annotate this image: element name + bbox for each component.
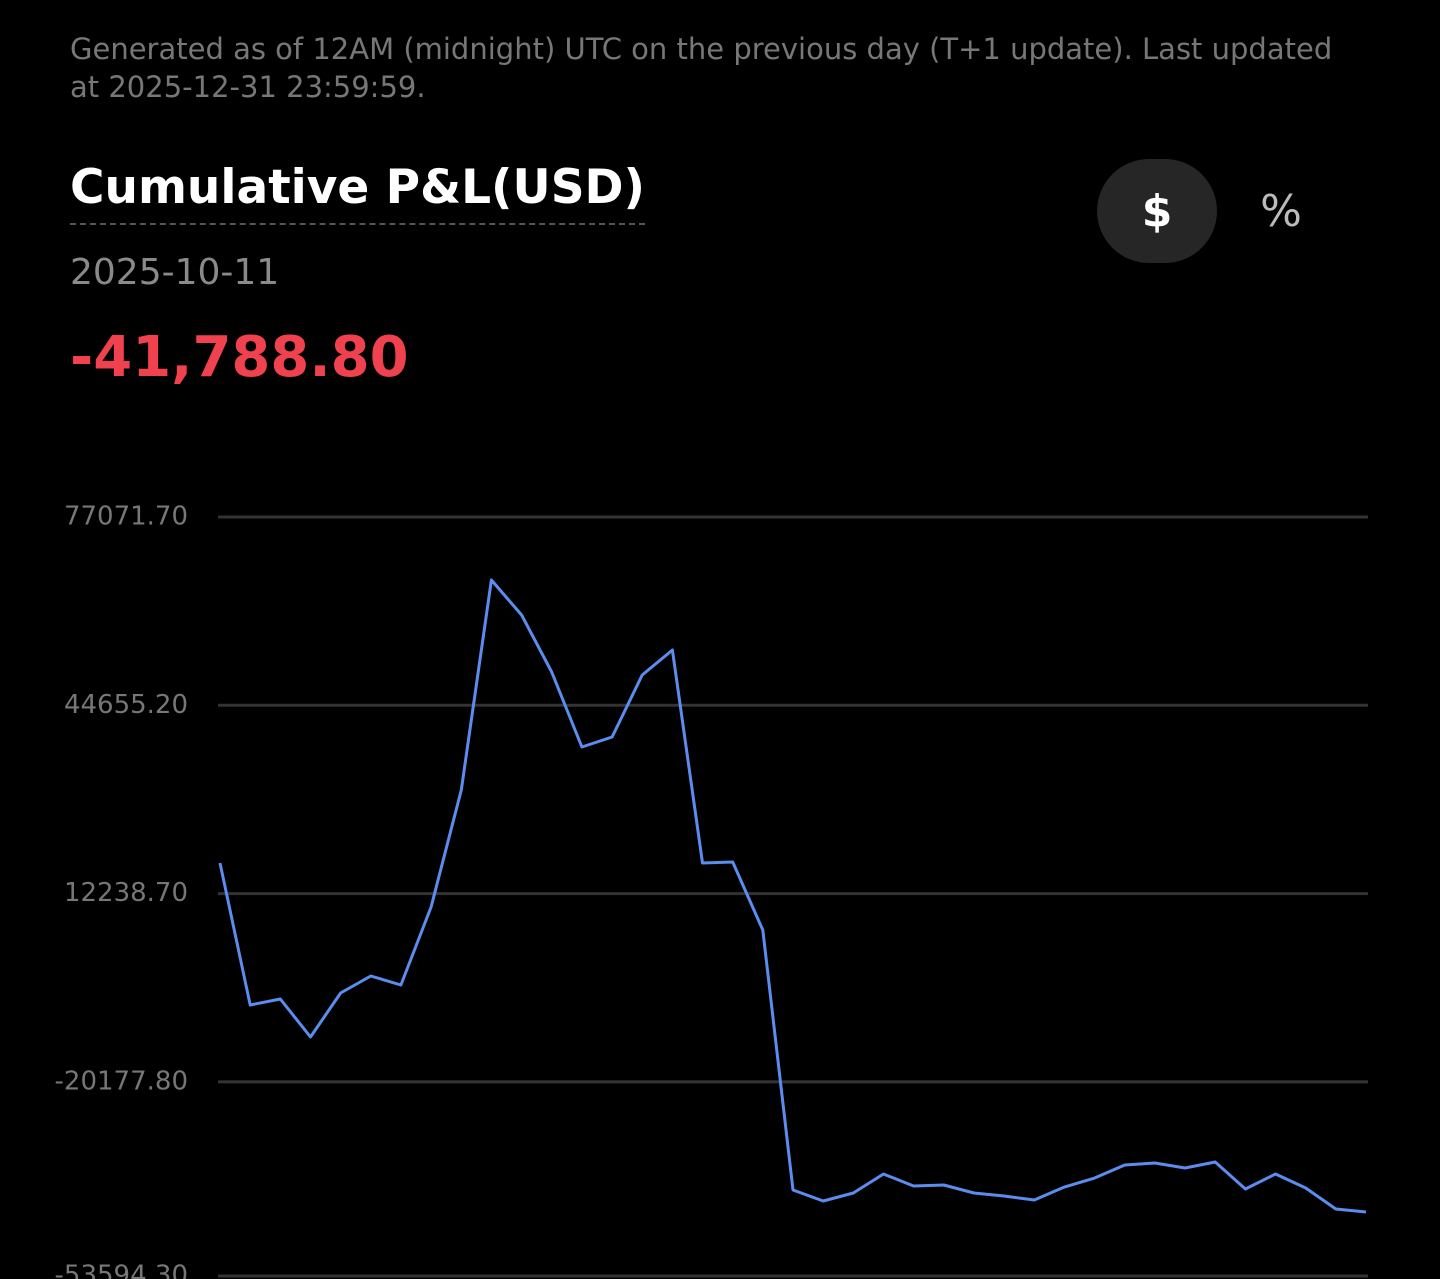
pnl-line: [218, 578, 1367, 1214]
update-note: Generated as of 12AM (midnight) UTC on t…: [70, 32, 1333, 104]
y-tick-label: 77071.70: [64, 502, 188, 532]
y-tick-label: 12238.70: [64, 878, 188, 908]
chart-title[interactable]: Cumulative P&L(USD): [70, 160, 646, 225]
selected-value: -41,788.80: [70, 325, 409, 390]
y-tick-label: 44655.20: [64, 690, 188, 720]
usd-toggle[interactable]: $: [1097, 159, 1217, 263]
selected-date: 2025-10-11: [70, 252, 280, 293]
y-tick-label: -20177.80: [55, 1066, 188, 1096]
y-tick-label: -53594.30: [55, 1261, 188, 1279]
percent-toggle[interactable]: %: [1260, 185, 1302, 237]
